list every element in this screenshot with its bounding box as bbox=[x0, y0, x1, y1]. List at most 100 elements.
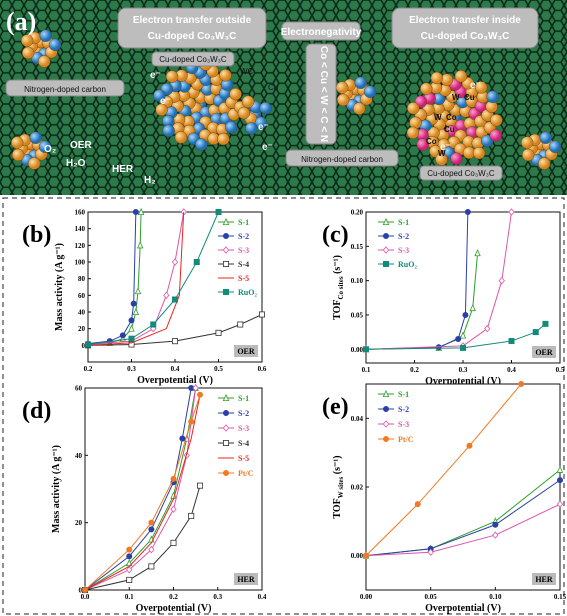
marker bbox=[134, 287, 142, 295]
atom bbox=[20, 34, 34, 47]
marker bbox=[126, 546, 133, 553]
order-box bbox=[305, 43, 337, 145]
x-tick-label: 0.15 bbox=[554, 593, 567, 601]
atom bbox=[38, 140, 52, 153]
legend-marker bbox=[382, 405, 389, 412]
badge-box bbox=[532, 346, 556, 358]
x-tick-label: 0.3 bbox=[127, 365, 136, 373]
atom bbox=[10, 136, 24, 149]
marker bbox=[171, 258, 179, 266]
y-axis-label-part: TOF bbox=[332, 498, 343, 518]
electron: e⁻ bbox=[160, 96, 171, 107]
legend-label: S-1 bbox=[238, 394, 249, 403]
marker bbox=[508, 338, 515, 345]
y-tick-label: 160 bbox=[75, 209, 86, 217]
marker bbox=[126, 576, 133, 583]
marker bbox=[128, 317, 135, 324]
marker bbox=[474, 249, 481, 257]
legend-label: Pt/C bbox=[238, 469, 254, 478]
legend-marker bbox=[222, 393, 230, 402]
atom bbox=[416, 138, 429, 151]
marker bbox=[148, 545, 155, 554]
y-axis-label-part: W sites bbox=[337, 476, 345, 498]
x-tick-label: 0.3 bbox=[459, 366, 468, 374]
species: Cu bbox=[268, 83, 278, 92]
marker bbox=[557, 477, 564, 484]
atom bbox=[489, 129, 502, 142]
y-axis-label: Mass activity (A g⁻¹) bbox=[54, 243, 65, 331]
legend-marker bbox=[382, 217, 390, 226]
legend-label: S-3 bbox=[238, 424, 249, 433]
y-tick-label: 0.10 bbox=[351, 277, 364, 285]
legend-marker bbox=[222, 246, 230, 254]
x-tick-label: 0.3 bbox=[213, 593, 222, 601]
marker bbox=[128, 341, 135, 348]
atom bbox=[435, 153, 448, 166]
y-tick-label: 0.05 bbox=[351, 311, 364, 319]
series-line bbox=[87, 314, 263, 346]
atom bbox=[430, 71, 444, 85]
title-box bbox=[117, 7, 267, 49]
x-tick-label: 0.4 bbox=[171, 365, 180, 373]
panel-label: (e) bbox=[322, 394, 349, 420]
legend-label: S-5 bbox=[238, 454, 249, 463]
marker bbox=[466, 442, 473, 449]
panel-label: (b) bbox=[22, 222, 51, 248]
chart: 0.0 0.1 0.2 0.3 0.4 0 20 40 60 Overpotential (V) M… bbox=[22, 383, 267, 614]
legend-marker bbox=[222, 288, 229, 295]
atom-label: W bbox=[434, 113, 442, 122]
atom bbox=[472, 146, 486, 160]
label-box bbox=[151, 51, 235, 67]
legend-marker bbox=[222, 439, 229, 446]
series-line bbox=[365, 383, 522, 557]
atom-label: Co bbox=[446, 113, 457, 122]
electron: e⁻ bbox=[262, 142, 273, 153]
legend-label: S-2 bbox=[238, 409, 249, 418]
atom bbox=[254, 116, 268, 129]
marker bbox=[362, 346, 369, 353]
legend-label: S-2 bbox=[398, 232, 409, 241]
y-tick-label: 60 bbox=[75, 385, 83, 393]
y-tick-label: 40 bbox=[78, 309, 86, 317]
atom bbox=[28, 157, 41, 170]
species: H₂ bbox=[144, 175, 156, 186]
marker bbox=[126, 566, 133, 574]
label: Nitrogen-doped carbon bbox=[301, 155, 383, 164]
x-tick-label: 0.05 bbox=[425, 593, 438, 601]
legend-label: S-2 bbox=[238, 232, 249, 241]
y-tick-label: 0.00 bbox=[351, 552, 364, 560]
chart: 0.2 0.3 0.4 0.5 0.6 0 20 40 60 80 100 120 140 160 Over… bbox=[22, 207, 267, 386]
marker bbox=[170, 539, 177, 546]
charts: 0.2 0.3 0.4 0.5 0.6 0 20 40 60 80 100 120 140 160 Over… bbox=[22, 207, 567, 614]
plot-frame bbox=[84, 387, 263, 591]
legend-label: S-1 bbox=[238, 218, 249, 227]
plot-frame bbox=[365, 383, 561, 591]
y-axis-label-part: Mass activity (A g⁻¹) bbox=[54, 243, 65, 331]
atom bbox=[225, 121, 238, 134]
x-tick-label: 0.1 bbox=[362, 366, 371, 374]
y-tick-label: 20 bbox=[78, 325, 86, 333]
marker bbox=[171, 338, 178, 345]
species: H₂O bbox=[66, 158, 86, 169]
plot-frame bbox=[365, 211, 561, 364]
marker bbox=[132, 307, 140, 316]
atom bbox=[521, 148, 535, 162]
atom bbox=[219, 69, 232, 82]
atom bbox=[241, 95, 255, 108]
atom bbox=[336, 93, 350, 107]
electron: e⁻ bbox=[470, 80, 481, 91]
y-axis-label: Mass activity (A g⁻¹) bbox=[51, 445, 62, 533]
atom-label: Cu bbox=[444, 125, 455, 134]
marker bbox=[427, 548, 434, 556]
y-tick-label: 60 bbox=[78, 292, 86, 300]
dashed-frame bbox=[2, 197, 565, 615]
legend-marker bbox=[222, 424, 230, 432]
x-tick-label: 0.0 bbox=[81, 593, 90, 601]
y-axis-label-part: Co sites bbox=[337, 276, 345, 299]
atom bbox=[490, 113, 503, 127]
atom bbox=[11, 148, 25, 162]
species: WC bbox=[240, 67, 254, 76]
marker bbox=[455, 335, 462, 342]
marker bbox=[197, 391, 204, 398]
y-tick-label: 0.04 bbox=[351, 415, 364, 423]
